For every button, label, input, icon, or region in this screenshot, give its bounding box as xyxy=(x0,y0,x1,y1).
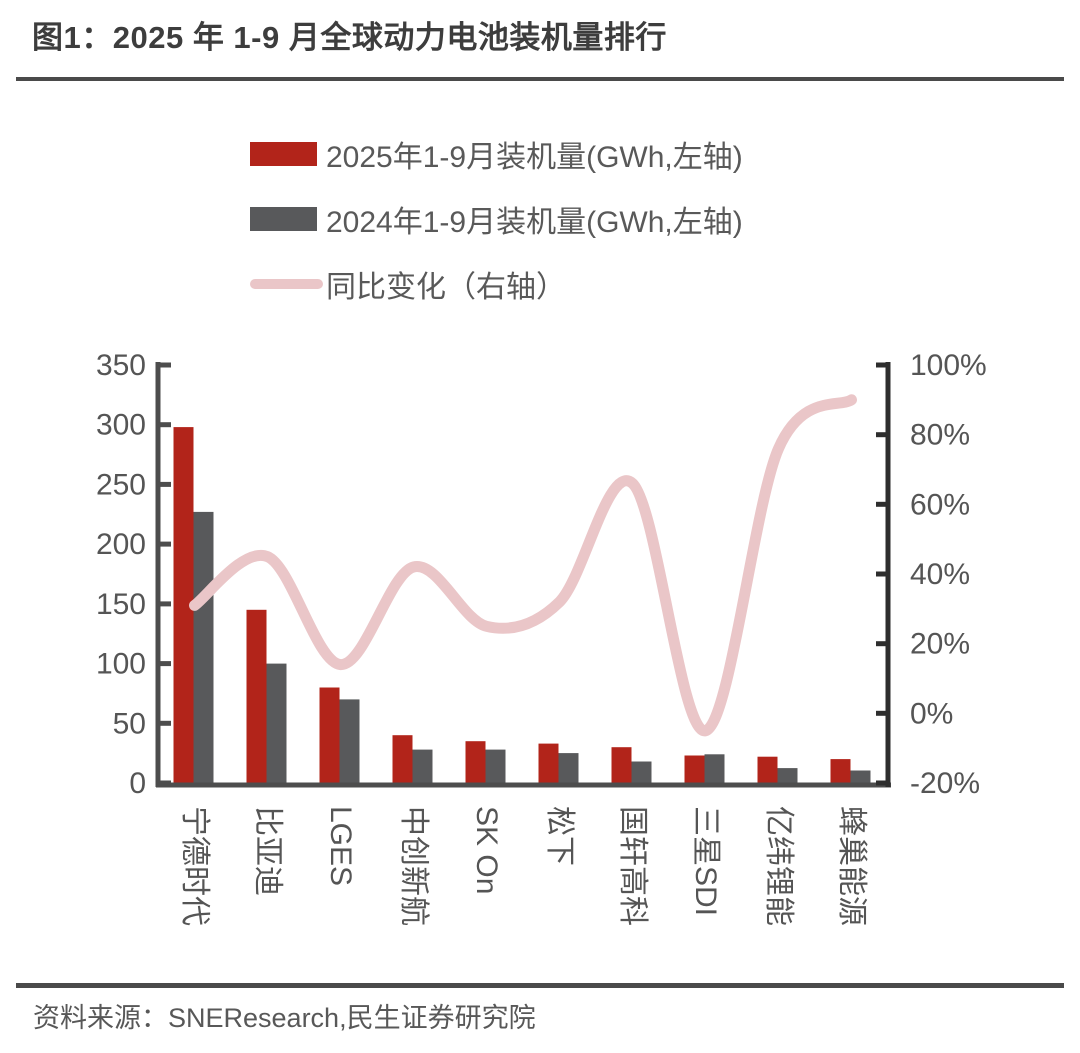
left-axis-label: 250 xyxy=(96,468,146,501)
bar-2025-8 xyxy=(757,756,778,783)
bar-2025-2 xyxy=(319,687,340,783)
bar-2024-6 xyxy=(631,761,652,783)
bar-2024-1 xyxy=(266,663,287,783)
legend-swatch-2024-bar xyxy=(250,207,317,231)
left-axis-label: 150 xyxy=(96,588,146,621)
bar-2024-2 xyxy=(339,699,360,783)
legend-item-yoy: 同比变化（右轴） xyxy=(250,268,743,304)
right-axis-label: 40% xyxy=(910,558,970,591)
chart-legend: 2025年1-9月装机量(GWh,左轴) 2024年1-9月装机量(GWh,左轴… xyxy=(250,138,743,333)
left-axis-label: 350 xyxy=(96,349,146,382)
bar-2025-7 xyxy=(684,755,705,783)
footer-divider xyxy=(16,983,1064,988)
right-axis-label: 0% xyxy=(910,697,953,730)
bar-2025-3 xyxy=(392,735,413,783)
right-axis-label: 100% xyxy=(910,349,987,382)
right-axis-label: -20% xyxy=(910,767,980,800)
left-axis-label: 0 xyxy=(129,767,146,800)
bar-2025-4 xyxy=(465,741,486,783)
legend-item-2025: 2025年1-9月装机量(GWh,左轴) xyxy=(250,138,743,174)
x-axis-label-8: 亿纬锂能 xyxy=(762,806,795,926)
chart-area: 0 50 100 150 200 250 300 350 -20% 0% 20% 40% 60% 80% 1… xyxy=(0,330,1080,990)
bar-2024-9 xyxy=(850,770,871,783)
bar-2024-4 xyxy=(485,749,506,783)
right-axis-label: 80% xyxy=(910,419,970,452)
x-axis-label-3: 中创新航 xyxy=(397,806,430,926)
legend-label: 2025年1-9月装机量(GWh,左轴) xyxy=(326,141,743,174)
bar-2024-3 xyxy=(412,749,433,783)
x-axis-label-2: LGES xyxy=(324,806,357,886)
bar-2024-7 xyxy=(704,754,725,783)
left-axis-label: 200 xyxy=(96,528,146,561)
x-axis-label-7: 三星SDI xyxy=(689,806,722,916)
bar-2025-0 xyxy=(173,427,194,783)
bar-2025-1 xyxy=(246,609,267,783)
bar-2025-9 xyxy=(830,759,851,783)
left-axis-label: 50 xyxy=(113,707,146,740)
bar-2025-5 xyxy=(538,743,559,783)
left-axis-label: 300 xyxy=(96,409,146,442)
legend-swatch-yoy-line xyxy=(250,279,323,289)
x-axis-label-9: 蜂巢能源 xyxy=(835,806,868,926)
legend-swatch-2025-bar xyxy=(250,142,317,166)
right-axis-label: 60% xyxy=(910,488,970,521)
legend-item-2024: 2024年1-9月装机量(GWh,左轴) xyxy=(250,203,743,239)
x-axis-label-1: 比亚迪 xyxy=(251,806,284,896)
bar-2025-6 xyxy=(611,747,632,783)
data-source-note: 资料来源：SNEResearch,民生证券研究院 xyxy=(33,1003,536,1033)
x-axis-label-5: 松下 xyxy=(543,806,576,866)
yoy-line xyxy=(189,394,857,737)
title-divider xyxy=(16,77,1064,81)
right-axis-label: 20% xyxy=(910,628,970,661)
legend-label: 2024年1-9月装机量(GWh,左轴) xyxy=(326,206,743,239)
bar-2024-8 xyxy=(777,768,798,783)
bar-2024-5 xyxy=(558,753,579,783)
bar-2024-0 xyxy=(193,511,214,783)
x-axis-label-4: SK On xyxy=(470,806,503,894)
x-axis-label-6: 国轩高科 xyxy=(616,806,649,926)
figure-title: 图1：2025 年 1-9 月全球动力电池装机量排行 xyxy=(32,20,667,55)
left-axis-label: 100 xyxy=(96,648,146,681)
legend-label: 同比变化（右轴） xyxy=(326,271,566,304)
x-axis-label-0: 宁德时代 xyxy=(178,806,211,926)
combo-chart-svg: 0 50 100 150 200 250 300 350 -20% 0% 20% 40% 60% 80% 1… xyxy=(96,349,987,926)
